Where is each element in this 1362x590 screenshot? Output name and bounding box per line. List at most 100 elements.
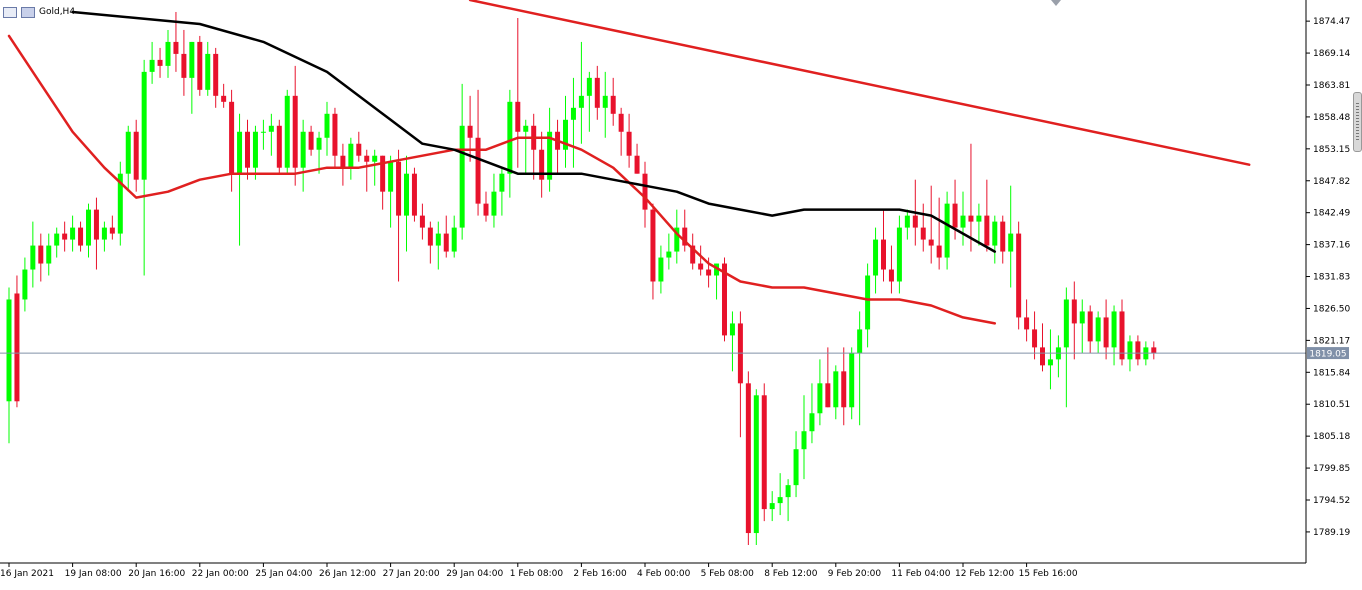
candle — [396, 149, 402, 282]
candle-body — [165, 41, 171, 66]
x-tick-label: 8 Feb 12:00 — [764, 569, 818, 579]
candle — [141, 59, 147, 276]
candle-body — [245, 131, 250, 168]
chart-window-icon[interactable] — [3, 6, 17, 18]
candle — [936, 197, 942, 270]
candle-body — [189, 41, 195, 78]
candle-body — [952, 203, 958, 228]
candle — [904, 209, 910, 240]
candle-body — [372, 155, 378, 162]
candle-body — [674, 227, 680, 252]
candle-body — [1151, 347, 1157, 354]
candle — [507, 89, 513, 198]
candle-body — [1071, 299, 1077, 324]
candle-body — [777, 497, 783, 504]
x-tick-label: 12 Feb 12:00 — [955, 569, 1014, 579]
candle — [785, 479, 791, 522]
symbol-label: Gold,H4 — [39, 7, 76, 17]
candle-body — [1119, 311, 1125, 360]
candle-body — [547, 131, 553, 180]
candle — [960, 191, 966, 246]
candle-body — [252, 131, 258, 168]
candle-body — [912, 215, 918, 228]
candle-body — [133, 131, 139, 180]
candle — [348, 137, 354, 180]
candle-body — [499, 173, 505, 192]
y-tick-label: 1831.83 — [1313, 273, 1350, 283]
candle — [618, 107, 624, 156]
candle — [6, 287, 12, 444]
candle-body — [881, 239, 886, 270]
x-tick-label: 4 Feb 00:00 — [637, 569, 691, 579]
candle — [125, 125, 131, 192]
candle-body — [443, 233, 449, 252]
candle-body — [451, 227, 457, 252]
candle — [86, 203, 91, 258]
candle — [698, 245, 704, 276]
candle-body — [785, 485, 791, 498]
chart-window-icon[interactable] — [21, 6, 35, 18]
candle — [865, 263, 871, 348]
candle — [1040, 323, 1045, 372]
candle-body — [761, 395, 767, 510]
x-tick-label: 27 Jan 20:00 — [383, 569, 440, 579]
candle-body — [101, 227, 107, 240]
candle-body — [769, 503, 775, 510]
candle-body — [618, 113, 624, 132]
candle-body — [1047, 359, 1053, 366]
candle — [968, 143, 974, 252]
candle-body — [268, 125, 274, 132]
candle — [475, 89, 481, 216]
candle — [888, 245, 894, 294]
candle — [1032, 311, 1038, 360]
candle — [30, 221, 36, 288]
candle — [1000, 215, 1006, 264]
chart-scroll-handle[interactable] — [1353, 92, 1362, 152]
candle — [594, 65, 600, 120]
candle — [316, 131, 322, 174]
candle — [523, 119, 529, 174]
x-tick-label: 25 Jan 04:00 — [255, 569, 312, 579]
candle-body — [435, 233, 441, 246]
candle — [1063, 287, 1069, 408]
candle-body — [388, 161, 394, 192]
candle — [602, 71, 608, 138]
candle-body — [221, 95, 227, 102]
candle — [578, 41, 584, 144]
candle-body — [602, 95, 608, 108]
trendline — [468, 0, 1251, 166]
candle — [380, 155, 386, 210]
x-tick-label: 20 Jan 16:00 — [128, 569, 185, 579]
candle-body — [904, 215, 910, 228]
x-tick-label: 22 Jan 00:00 — [192, 569, 249, 579]
candle — [873, 227, 879, 294]
candle — [769, 491, 775, 522]
candle-body — [722, 263, 727, 336]
candle-body — [968, 215, 974, 222]
candle-body — [753, 395, 759, 534]
candle — [237, 113, 243, 246]
y-tick-label: 1815.84 — [1313, 368, 1350, 378]
axes-layer: 1874.47 1869.14 1863.81 1858.48 1853.15 1847.… — [0, 0, 1350, 579]
candle — [276, 119, 282, 174]
candle — [14, 275, 20, 408]
candle-body — [380, 155, 386, 192]
candle — [674, 209, 680, 264]
candle — [459, 83, 465, 240]
moving-average-line — [71, 10, 997, 253]
candle-body — [205, 53, 211, 90]
candle — [340, 143, 346, 186]
candle — [825, 347, 831, 408]
y-tick-label: 1805.18 — [1313, 432, 1350, 442]
candle — [531, 113, 537, 180]
candle-body — [237, 131, 243, 174]
candle — [419, 203, 425, 240]
candle-body — [459, 125, 465, 228]
candle — [197, 35, 203, 96]
chart-title: Gold,H4 — [3, 4, 75, 20]
candle-body — [698, 263, 704, 270]
candle — [634, 143, 640, 174]
candle-body — [78, 227, 84, 246]
